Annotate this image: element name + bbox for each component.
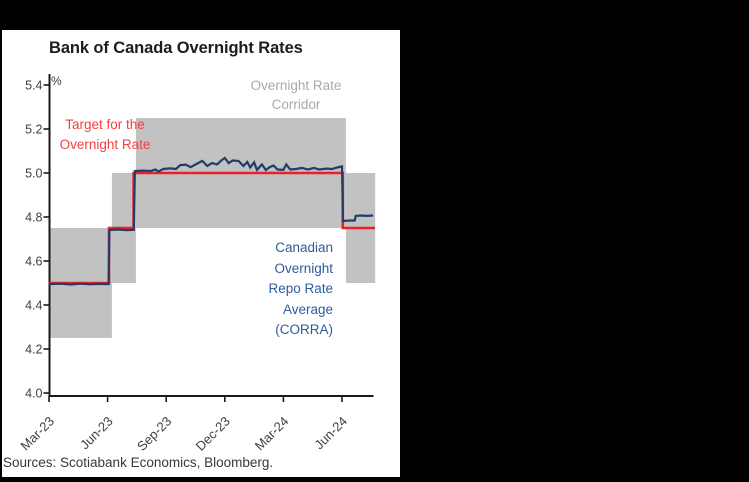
y-tick-label: 4.4 — [25, 299, 42, 313]
x-tick-label: Mar-24 — [252, 414, 292, 454]
y-tick-label: 4.2 — [25, 343, 42, 357]
y-tick-label: 4.8 — [25, 211, 42, 225]
x-tick-label: Dec-23 — [193, 414, 233, 454]
corridor-label: Overnight Rate Corridor — [250, 78, 342, 112]
x-tick-label: Jun-24 — [311, 414, 350, 453]
sources-note: Sources: Scotiabank Economics, Bloomberg… — [3, 455, 274, 470]
chart-card: Bank of Canada Overnight Rates 5.4 5.2 5.0… — [2, 30, 400, 477]
target-rate-label: Target for the Overnight Rate — [59, 117, 151, 152]
y-tick-label: 4.6 — [25, 255, 42, 269]
corra-line — [48, 156, 374, 286]
y-tick-label: 4.0 — [25, 387, 42, 401]
y-axis-unit-label: % — [51, 74, 62, 88]
x-tick-label: Sep-23 — [134, 414, 174, 454]
x-tick-label: Mar-23 — [17, 414, 57, 454]
corra-label: Canadian Overnight Repo Rate Average (CO… — [268, 240, 333, 337]
y-tick-label: 5.0 — [25, 167, 42, 181]
chart-title: Bank of Canada Overnight Rates — [49, 39, 303, 57]
y-tick-label: 5.2 — [25, 123, 42, 137]
rate-chart-svg: 5.4 5.2 5.0 4.8 4.6 4.4 4.2 4.0 Mar-23 Jun-23 Sep-… — [17, 74, 376, 454]
y-tick-label: 5.4 — [25, 79, 42, 93]
x-tick-label: Jun-23 — [77, 414, 116, 453]
